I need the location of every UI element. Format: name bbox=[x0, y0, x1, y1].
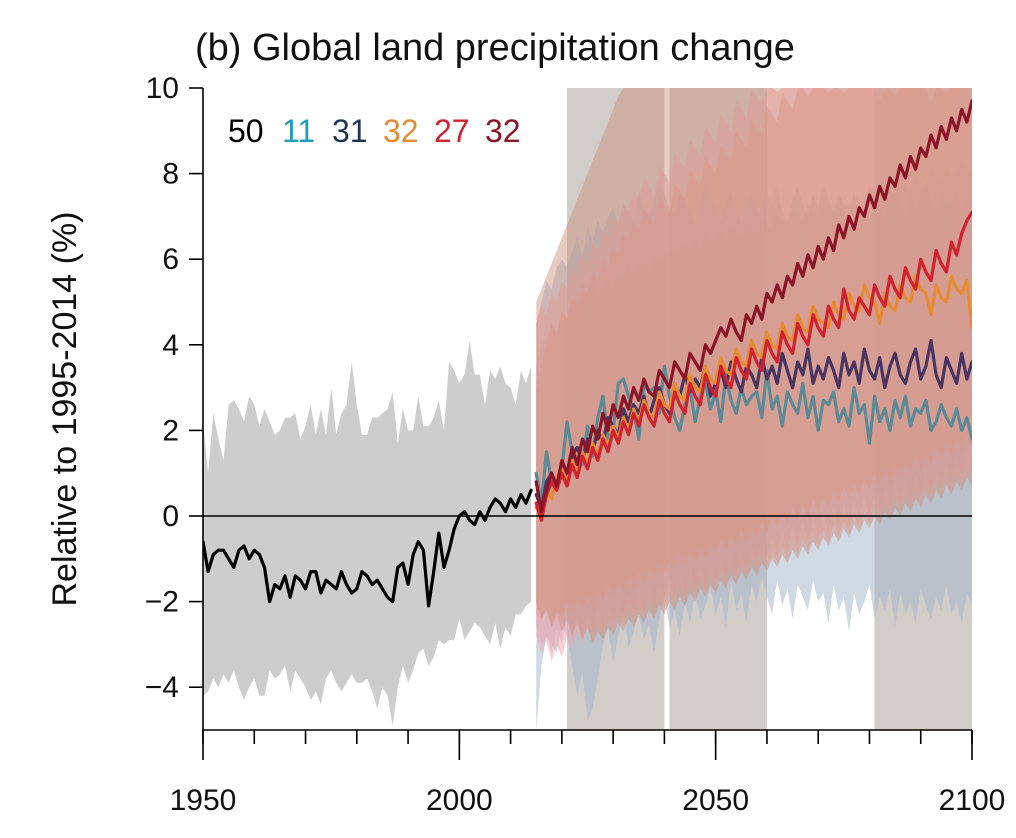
series-lines bbox=[203, 99, 972, 608]
y-tick-label: 8 bbox=[162, 158, 179, 191]
uncertainty-band-1 bbox=[203, 340, 532, 726]
y-tick-label: −2 bbox=[145, 586, 179, 619]
legend-count-1: 50 bbox=[228, 113, 264, 149]
y-tick-label: 0 bbox=[162, 500, 179, 533]
y-axis-label: Relative to 1995-2014 (%) bbox=[46, 211, 84, 606]
y-tick-label: 4 bbox=[162, 329, 179, 362]
series-line-1 bbox=[203, 488, 533, 608]
uncertainty-band-5 bbox=[536, 88, 972, 662]
y-tick-label: 2 bbox=[162, 414, 179, 447]
series-line-6 bbox=[534, 99, 972, 514]
x-tick-label: 2050 bbox=[682, 784, 749, 817]
uncertainty-bands bbox=[203, 88, 972, 730]
x-tick-label: 1950 bbox=[170, 784, 237, 817]
legend-count-2: 11 bbox=[282, 113, 315, 149]
x-tick-label: 2000 bbox=[426, 784, 493, 817]
legend-count-6: 32 bbox=[485, 113, 521, 149]
uncertainty-band-6 bbox=[536, 88, 972, 645]
axes: 10 8 6 4 2 0 −2 −4 1950 2000 2050 2100 bbox=[145, 72, 1006, 817]
series-line-5 bbox=[534, 210, 972, 522]
chart-title: (b) Global land precipitation change bbox=[195, 27, 795, 69]
y-tick-label: 6 bbox=[162, 243, 179, 276]
x-tick-label: 2100 bbox=[939, 784, 1006, 817]
legend-count-5: 27 bbox=[434, 113, 470, 149]
legend-count-4: 32 bbox=[383, 113, 419, 149]
y-tick-label: 10 bbox=[146, 72, 179, 105]
y-tick-label: −4 bbox=[145, 671, 179, 704]
legend-count-3: 31 bbox=[332, 113, 368, 149]
model-count-legend: 50 11 31 32 27 32 bbox=[228, 113, 521, 149]
